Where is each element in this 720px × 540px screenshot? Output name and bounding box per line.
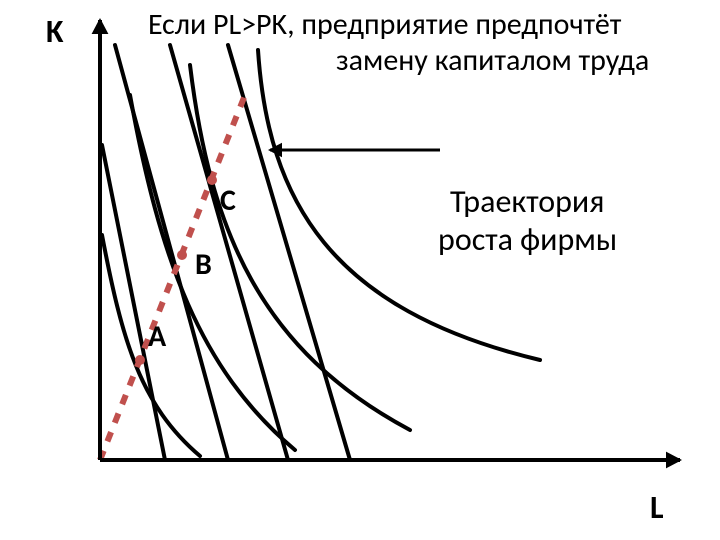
point-label-b: B	[195, 248, 212, 283]
axis-label-k: K	[46, 14, 64, 51]
title-line-2: замену капиталом труда	[336, 44, 649, 79]
point-label-c: C	[220, 184, 236, 219]
point-label-a: A	[148, 320, 166, 355]
expansion-path	[100, 95, 245, 460]
isocost-lines	[102, 45, 350, 460]
title-line-1: Если PL>PK, предприятие предпочтёт	[148, 8, 621, 43]
trajectory-arrow	[268, 143, 440, 157]
diagram-stage: K L A B C Если PL>PK, предприятие предпо…	[0, 0, 720, 540]
axis-label-l: L	[650, 490, 664, 527]
trajectory-label-2: роста фирмы	[438, 222, 617, 259]
trajectory-label-1: Траектория	[450, 184, 604, 221]
plot-svg	[0, 0, 720, 540]
